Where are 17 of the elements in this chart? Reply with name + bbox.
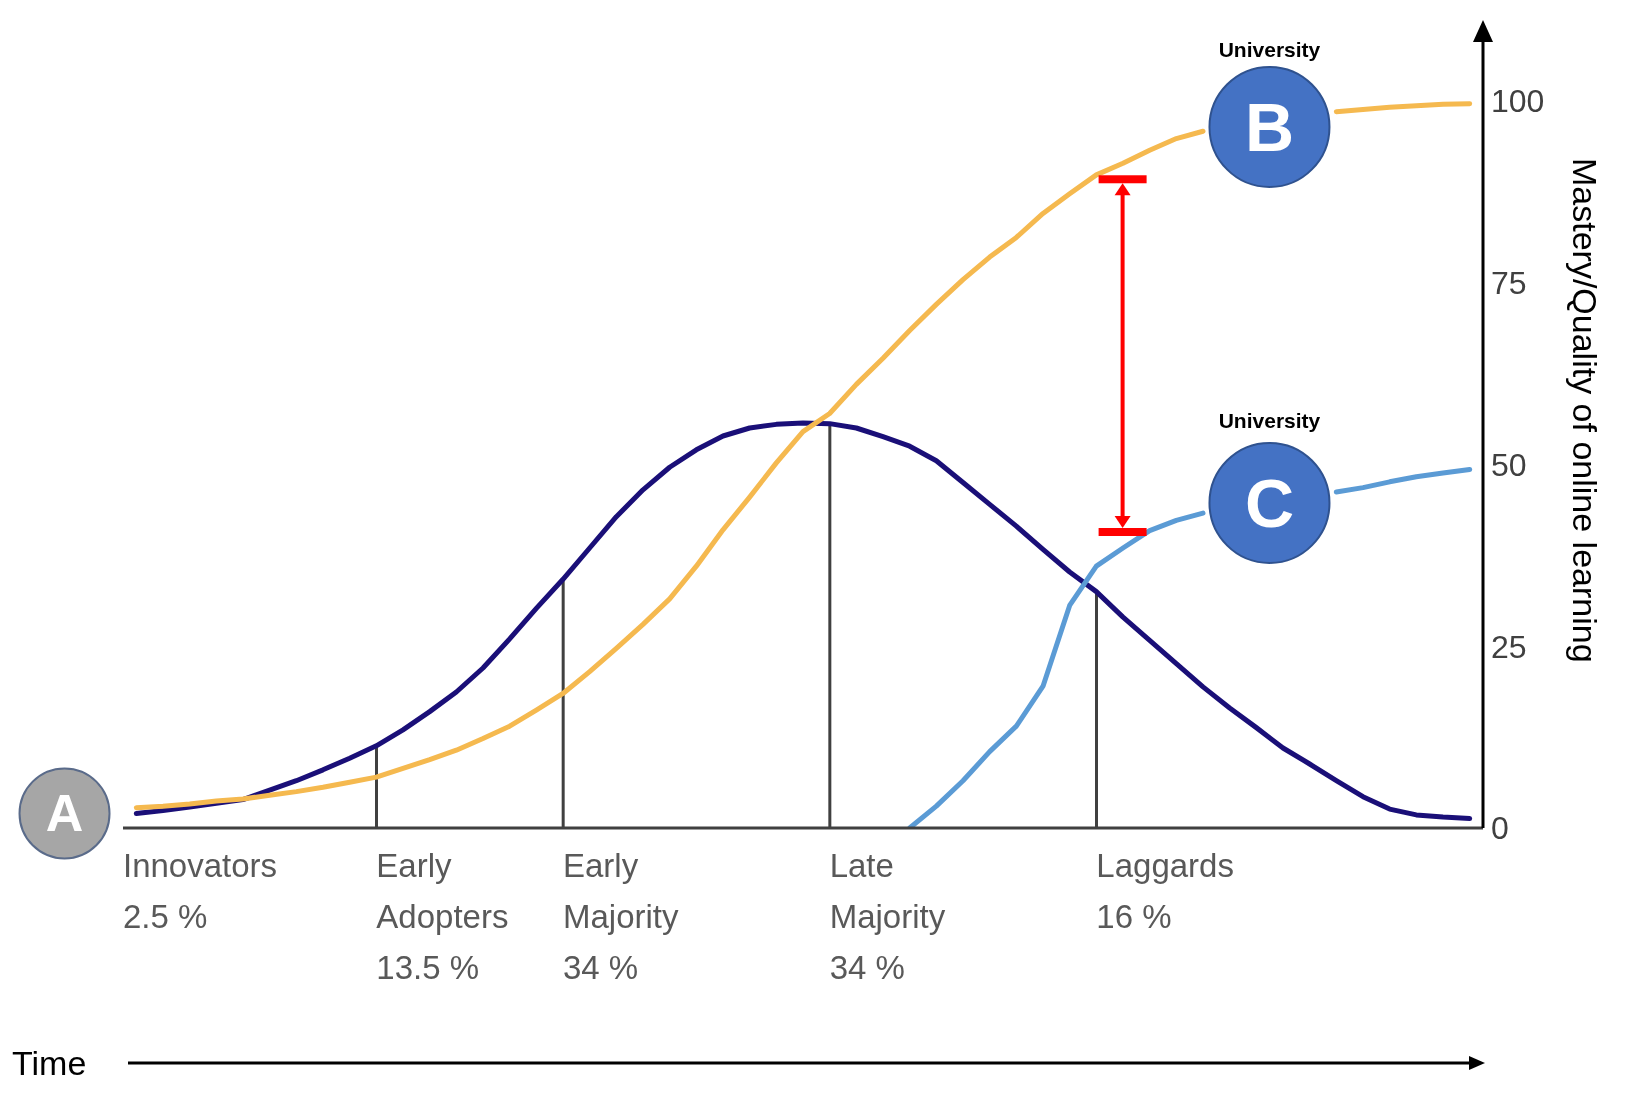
text: Time — [12, 1044, 87, 1083]
text: Early Majority 34 % — [563, 846, 679, 989]
y-tick-label: 75 — [1491, 264, 1527, 301]
y-tick-label: 25 — [1491, 628, 1527, 665]
text: Late Majority 34 % — [829, 846, 946, 989]
y-axis-title: Mastery/Quality of online learning — [1565, 158, 1604, 663]
annotation: B — [1244, 88, 1295, 165]
y-tick-label: 100 — [1491, 83, 1545, 120]
annotation: C — [1244, 464, 1295, 541]
text: A — [45, 784, 84, 843]
text: Innovators 2.5 % — [123, 846, 278, 938]
annotation: University — [1218, 38, 1321, 62]
y-tick-label: 0 — [1491, 810, 1509, 847]
y-tick-label: 50 — [1491, 446, 1527, 483]
text: Laggards 16 % — [1096, 846, 1234, 938]
annotation: University — [1218, 409, 1321, 433]
text: Early Adopters 13.5 % — [376, 846, 509, 989]
